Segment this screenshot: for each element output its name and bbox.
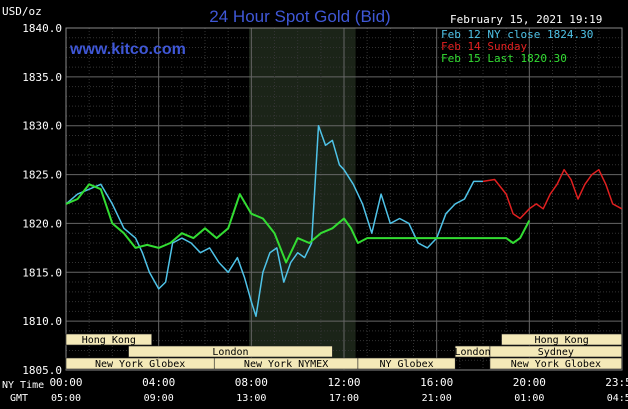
- price-series: [65, 124, 623, 318]
- x-tick-label-gmt: 09:00: [144, 393, 174, 404]
- session-label: New York Globex: [511, 359, 601, 370]
- chart-title: 24 Hour Spot Gold (Bid): [209, 7, 390, 26]
- series-line-0: [65, 124, 483, 318]
- x-label-gmt: GMT: [10, 393, 28, 404]
- x-label-ny: NY Time: [2, 380, 44, 391]
- x-tick-label-gmt: 13:00: [236, 393, 266, 404]
- x-tick-label-gmt: 21:00: [422, 393, 452, 404]
- y-tick-label: 1815.0: [22, 266, 62, 279]
- session-bar: [128, 345, 333, 358]
- y-tick-label: 1830.0: [22, 120, 62, 133]
- nymex-highlight-band: [249, 28, 356, 370]
- session-label: Sydney: [538, 347, 574, 358]
- x-tick-label-gmt: 04:59: [607, 393, 628, 404]
- x-tick-label-ny: 08:00: [235, 376, 268, 389]
- y-tick-label: 1825.0: [22, 169, 62, 182]
- x-axis-ticks: 00:00 04:00 08:00 12:00 16:00 20:00 23:59 05:00…: [49, 376, 628, 404]
- session-bar: [501, 333, 623, 346]
- x-tick-label-ny: 12:00: [327, 376, 360, 389]
- market-sessions: Hong Kong London New York Globex New York N…: [65, 333, 623, 370]
- x-tick-label-ny: 20:00: [513, 376, 546, 389]
- session-bar: [489, 357, 623, 370]
- session-bar: [65, 333, 153, 346]
- x-tick-label-gmt: 01:00: [514, 393, 544, 404]
- y-tick-label: 1820.0: [22, 217, 62, 230]
- y-unit-label: USD/oz: [2, 5, 42, 18]
- site-url: www.kitco.com: [69, 41, 186, 58]
- x-tick-label-gmt: 05:00: [51, 393, 81, 404]
- legend: Feb 12 NY close 1824.30 Feb 14 Sunday Fe…: [441, 28, 593, 65]
- session-label: New York NYMEX: [244, 359, 328, 370]
- y-axis-ticks: 1840.0 1835.0 1830.0 1825.0 1820.0 1815.0 1810…: [22, 22, 62, 377]
- y-tick-label: 1810.0: [22, 315, 62, 328]
- session-bar: [357, 357, 456, 370]
- session-label: Hong Kong: [82, 335, 136, 346]
- session-bar: [489, 345, 623, 358]
- x-tick-label-ny: 04:00: [142, 376, 175, 389]
- legend-item-feb14: Feb 14 Sunday: [441, 40, 527, 53]
- y-tick-label: 1840.0: [22, 22, 62, 35]
- y-tick-label: 1805.0: [22, 364, 62, 377]
- series-line-1: [482, 168, 623, 220]
- y-tick-label: 1835.0: [22, 71, 62, 84]
- session-label: Hong Kong: [535, 335, 589, 346]
- x-tick-label-ny: 16:00: [420, 376, 453, 389]
- series-line-2: [65, 183, 531, 264]
- session-label: London: [455, 347, 491, 358]
- x-tick-label-gmt: 17:00: [329, 393, 359, 404]
- session-label: NY Globex: [379, 359, 433, 370]
- timestamp: February 15, 2021 19:19: [450, 13, 602, 26]
- x-tick-label-ny: 00:00: [49, 376, 82, 389]
- session-label: New York Globex: [95, 359, 185, 370]
- legend-item-feb15: Feb 15 Last 1820.30: [441, 52, 567, 65]
- legend-item-feb12: Feb 12 NY close 1824.30: [441, 28, 593, 41]
- session-label: London: [212, 347, 248, 358]
- plot-border: [65, 27, 623, 371]
- x-tick-label-ny: 23:59: [605, 376, 628, 389]
